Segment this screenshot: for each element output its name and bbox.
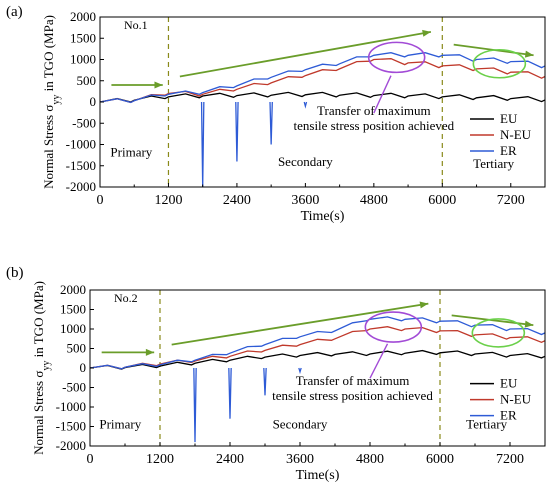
x-tick-label: 1200 [154,193,182,208]
y-tick-label: -500 [62,380,86,395]
y-axis-title-sub: yy [51,95,62,105]
chart-panel-0: (a) -2000 -1500 -1000 -500 0 500 1000 1500 2000 0 1… [6,4,546,224]
y-tick-label: -500 [72,115,96,130]
x-axis-title: Time(s) [301,209,345,224]
stage-label: Tertiary [466,416,507,431]
y-tick-label: 0 [90,94,97,109]
y-axis-title: Normal Stress σyy in TGO (MPa) [31,281,52,455]
panel-label: (b) [6,265,24,281]
stage-label: Tertiary [473,156,514,171]
x-tick-label: 3600 [286,452,314,467]
y-axis-title-main: Normal Stress σ [31,371,46,455]
legend-label: ER [500,143,517,158]
trend-arrow-head [145,348,155,356]
x-tick-label: 1200 [146,452,174,467]
trend-arrow-head [524,320,534,328]
y-axis-title-rest: in TGO (MPa) [31,281,46,361]
er-dip-mark [200,101,205,187]
x-tick-label: 6000 [426,452,454,467]
y-tick-label: 0 [80,360,87,375]
trend-arrow-shaft [451,314,534,326]
y-axis-title-rest: in TGO (MPa) [41,15,56,95]
stage-label: Secondary [273,416,328,431]
highlight-ellipse-green [471,318,526,348]
y-axis-title: Normal Stress σyy in TGO (MPa) [41,15,62,189]
stage-label: Secondary [278,154,333,169]
trend-arrow-shaft [171,302,429,346]
y-tick-label: -1000 [56,399,86,414]
y-tick-label: 500 [67,341,87,356]
series-line-n-eu [90,326,545,370]
y-tick-label: -1500 [66,158,96,173]
annotation-text: Transfer of maximum [296,373,410,388]
series-line-eu [100,91,545,103]
x-axis-title: Time(s) [296,468,340,483]
annotation-pointer [369,343,389,379]
panel-label: (a) [6,4,23,20]
y-tick-label: -1500 [56,419,86,434]
x-tick-label: 7200 [496,452,524,467]
x-tick-label: 0 [87,452,94,467]
x-tick-label: 7200 [497,193,525,208]
legend-label: ER [500,408,517,423]
x-tick-label: 3600 [291,193,319,208]
x-tick-label: 2400 [223,193,251,208]
stage-label: Primary [110,144,152,159]
legend-label: N-EU [500,127,532,142]
sample-label: No.1 [124,18,148,32]
er-dip-mark [235,101,239,162]
y-tick-label: -2000 [66,179,96,194]
highlight-ellipse-green [472,48,527,79]
series-line-eu [90,349,545,370]
y-tick-label: 1000 [60,321,86,336]
y-tick-label: -2000 [56,438,86,453]
highlight-ellipse-purple [364,311,423,343]
er-dip-mark [193,367,197,443]
trend-arrow-head [154,81,163,89]
series-line-er [100,52,545,104]
x-tick-label: 6000 [428,193,456,208]
legend-label: EU [500,376,518,391]
x-tick-label: 2400 [216,452,244,467]
er-dip-mark [269,101,273,145]
trend-arrows [111,29,534,114]
trend-arrow-head [422,29,431,37]
annotation-text: Transfer of maximum [317,103,431,118]
y-tick-label: 1500 [70,30,96,45]
series-line-er [90,316,545,370]
x-tick-label: 0 [97,193,104,208]
y-tick-label: 1500 [60,302,86,317]
er-dip-mark [298,367,302,375]
annotation-text: tensile stress position achieved [294,118,455,133]
x-tick-label: 4800 [360,193,388,208]
annotation-text: tensile stress position achieved [272,388,433,403]
legend-label: EU [500,111,518,126]
stage-label: Primary [99,416,141,431]
highlight-ellipse-purple [367,41,426,74]
er-dip-mark [263,367,267,396]
trend-arrow-head [524,50,534,58]
trend-arrow-shaft [179,30,432,78]
y-tick-label: 2000 [60,282,86,297]
trend-arrow-head [419,301,429,309]
y-tick-label: -1000 [66,137,96,152]
er-dip-mark [303,101,308,109]
annotation-pointer [373,75,392,114]
er-dip-mark [228,367,232,419]
chart-panel-1: (b) -2000 -1500 -1000 -500 0 500 1000 1500 2000 0 1… [6,265,546,483]
legend-label: N-EU [500,392,532,407]
y-axis-title-sub: yy [41,361,52,371]
y-tick-label: 500 [77,73,97,88]
y-tick-label: 1000 [70,52,96,67]
y-tick-label: 2000 [70,9,96,24]
x-tick-label: 4800 [356,452,384,467]
sample-label: No.2 [114,291,138,305]
trend-arrows [101,301,534,379]
y-axis-title-main: Normal Stress σ [41,105,56,189]
